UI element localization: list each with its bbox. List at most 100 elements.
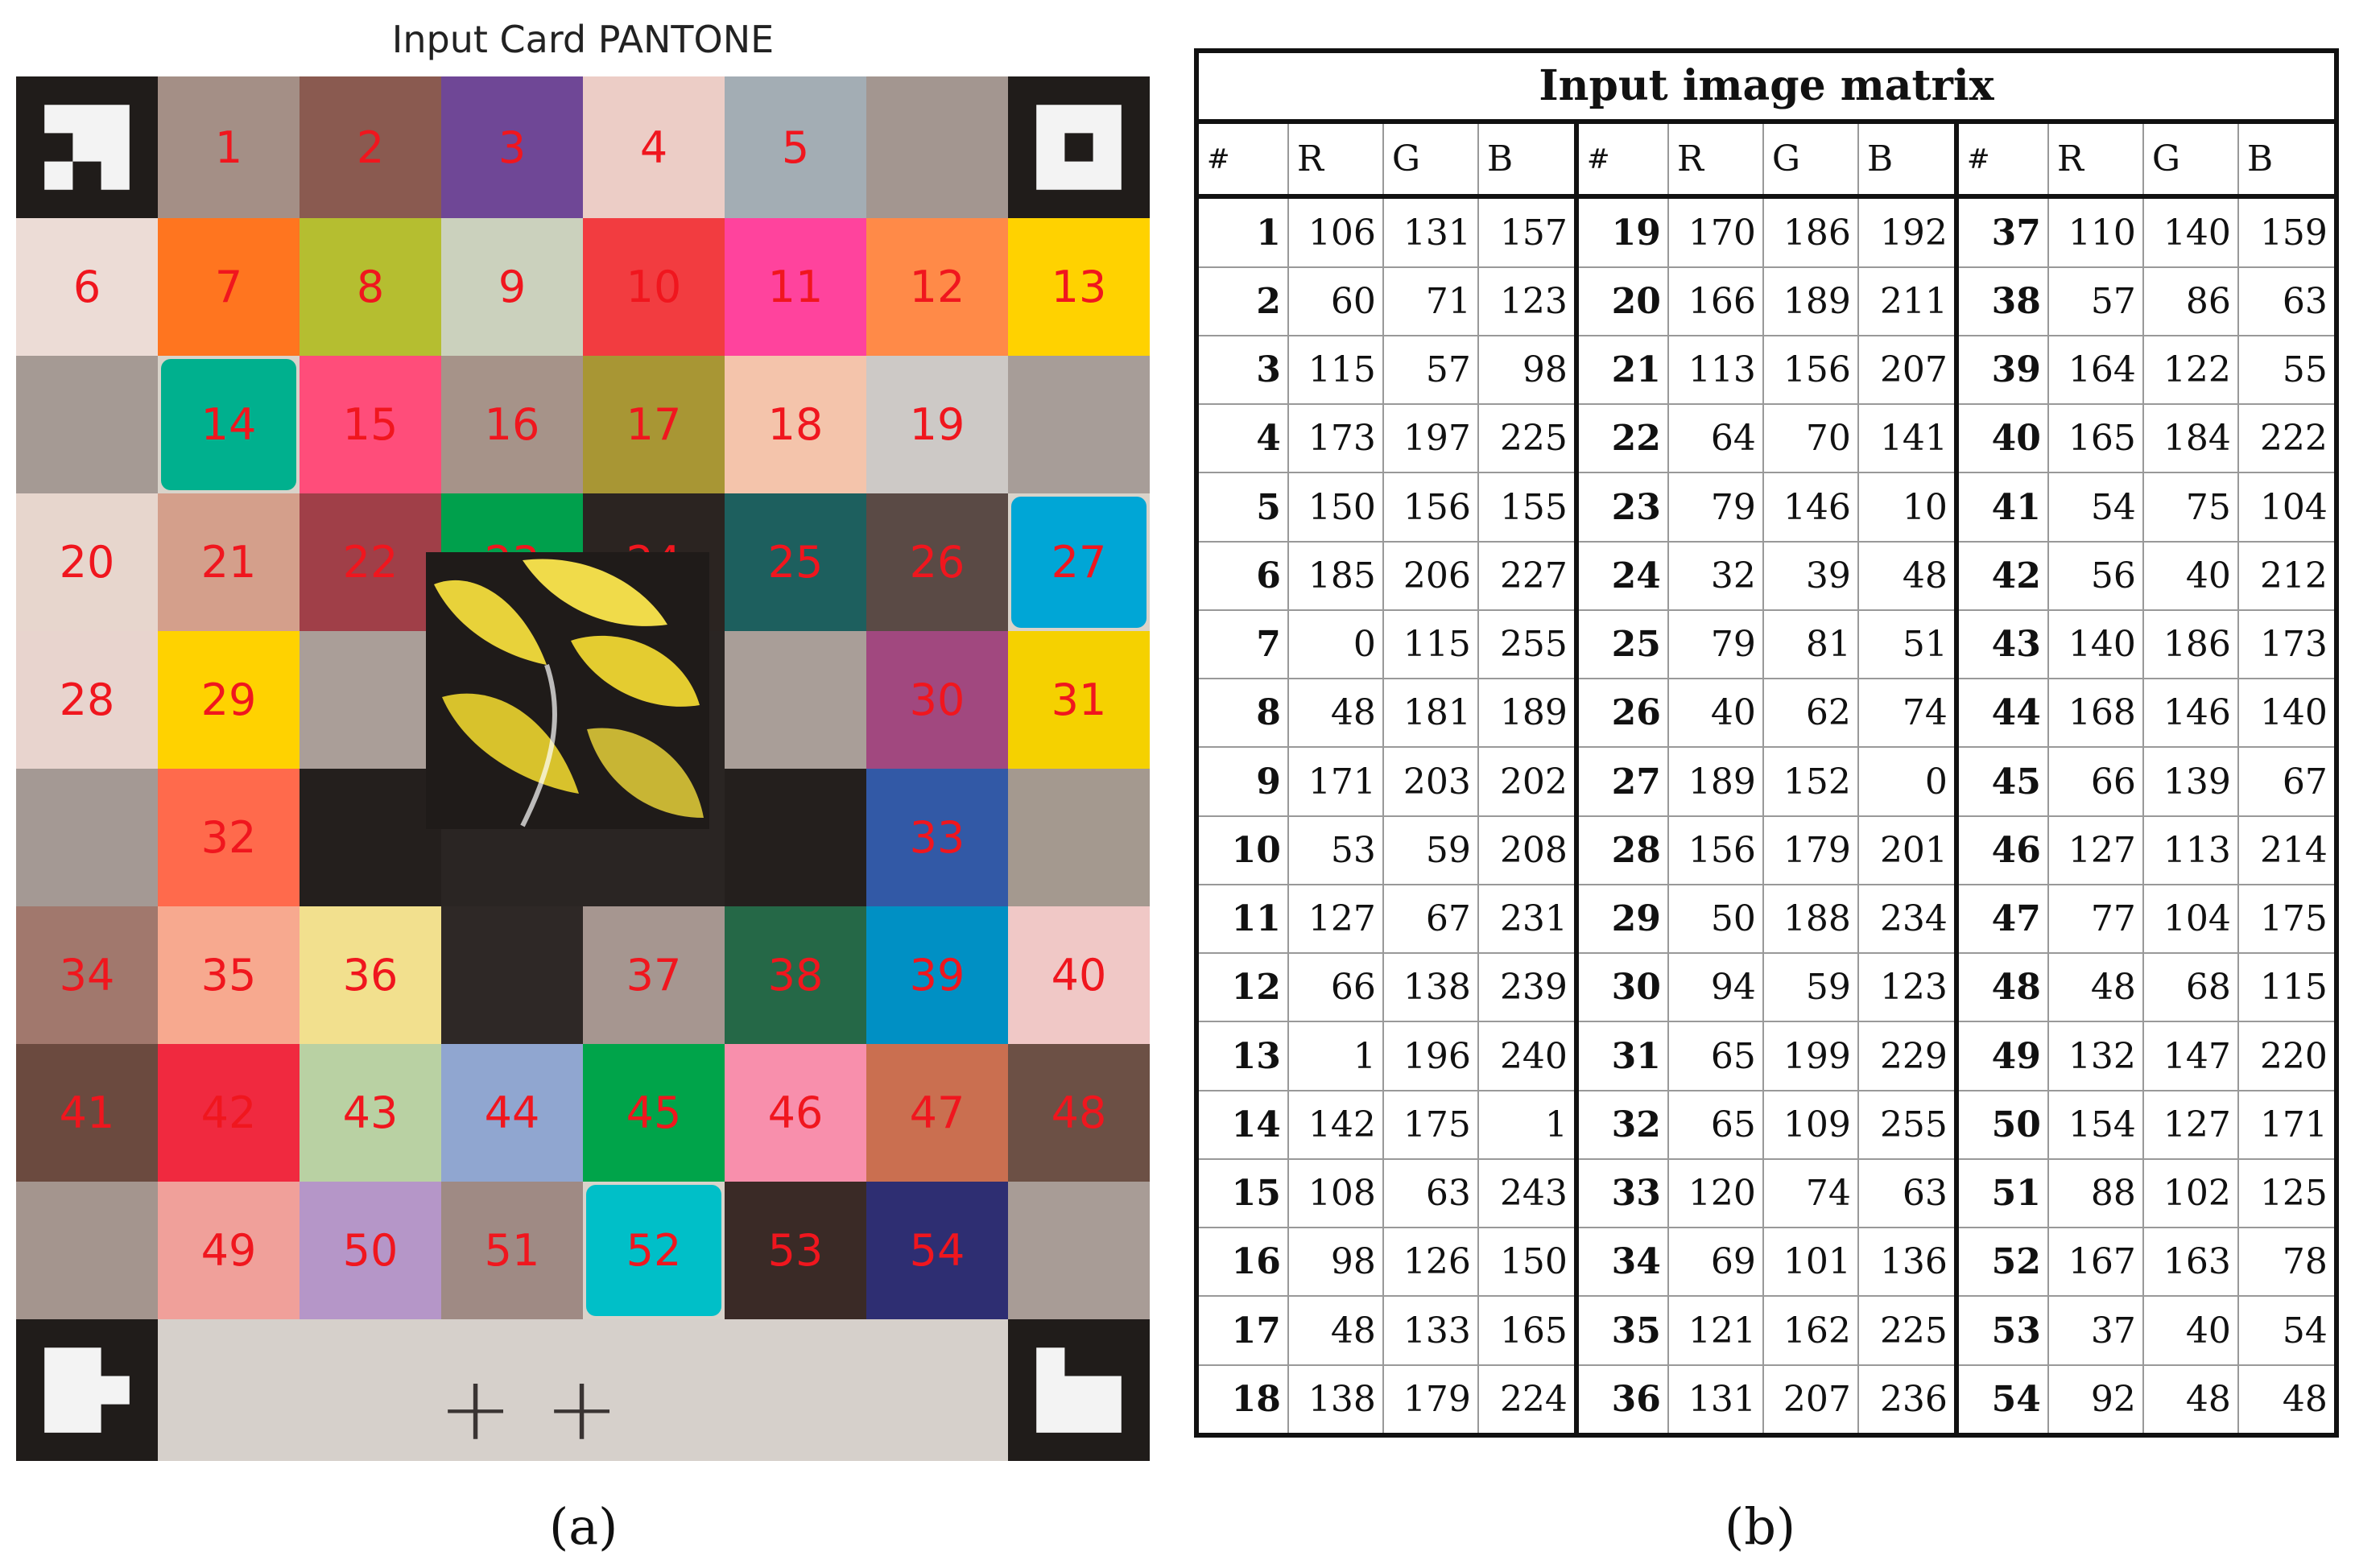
rgb-value-cell: 220: [2259, 1035, 2328, 1077]
color-patch-35: 35: [158, 906, 300, 1044]
rgb-value-cell: 234: [1879, 898, 1948, 940]
rgb-value-cell: 98: [1289, 1228, 1384, 1296]
rgb-value-cell: 109: [1764, 1091, 1859, 1158]
rgb-value-cell: 156: [1764, 336, 1859, 404]
rgb-value-cell: 207: [1764, 1365, 1859, 1433]
table-row: 25 79 81 51: [1579, 610, 1954, 680]
rgb-value-cell: 136: [1879, 1241, 1948, 1283]
patch-index-cell: 52: [1959, 1228, 2049, 1296]
patch-index-cell: 41: [1959, 473, 2049, 541]
color-patch-15: 15: [300, 355, 441, 493]
panel-label-b: (b): [1725, 1497, 1796, 1556]
table-row: 54 92 48 48: [1959, 1365, 2334, 1433]
patch-index-cell: 4: [1199, 405, 1289, 472]
patch-index-cell: 21: [1579, 336, 1669, 404]
rgb-value-cell: 208: [1499, 829, 1568, 871]
header-row: # R G B: [1199, 124, 1574, 200]
rgb-value-cell: 132: [2049, 1022, 2144, 1090]
header-cell: G: [1764, 124, 1859, 195]
rgb-value-cell: 74: [1764, 1159, 1859, 1228]
rgb-value-cell: 150: [1289, 473, 1384, 541]
rgb-value-cell: 201: [1879, 829, 1948, 871]
patch-index-cell: 12: [1199, 954, 1289, 1021]
matrix-block-2: # R G B 19 170 186 192 20 166 189 211 21 113 156 207 22 6…: [1579, 124, 1959, 1433]
rgb-value-cell: 127: [2144, 1091, 2239, 1158]
rgb-value-cell: 207: [1879, 349, 1948, 391]
table-row: 21 113 156 207: [1579, 336, 1954, 406]
rgb-value-cell: 40: [2144, 1297, 2239, 1364]
rgb-value-cell: 125: [2259, 1173, 2328, 1215]
header-cell: G: [2144, 124, 2239, 195]
rgb-value-cell: 67: [1384, 885, 1479, 953]
rgb-value-cell: 54: [2049, 473, 2144, 541]
rgb-value-cell: 171: [2259, 1104, 2328, 1145]
table-row: 52 167 163 78: [1959, 1228, 2334, 1298]
header-cell: B: [2246, 138, 2274, 180]
table-row: 45 66 139 67: [1959, 748, 2334, 817]
table-row: 29 50 188 234: [1579, 885, 1954, 955]
rgb-value-cell: 179: [1764, 816, 1859, 884]
rgb-value-cell: 171: [1289, 748, 1384, 815]
patch-index-cell: 45: [1959, 748, 2049, 815]
card-title: Input Card PANTONE: [391, 18, 775, 61]
color-patch-18: 18: [725, 355, 866, 493]
rgb-value-cell: 146: [1764, 473, 1859, 541]
color-patch-36: 36: [300, 906, 441, 1044]
color-patch-3: 3: [441, 76, 583, 218]
fiducial-marker: [16, 76, 158, 218]
rgb-value-cell: 59: [1764, 954, 1859, 1021]
table-row: 48 48 68 115: [1959, 954, 2334, 1023]
rgb-value-cell: 227: [1499, 555, 1568, 596]
color-patch-6: 6: [16, 218, 158, 356]
color-patch-8: 8: [300, 218, 441, 356]
patch-index-cell: 16: [1199, 1228, 1289, 1296]
input-image-matrix: Input image matrix # R G B 1 106 131 157 2 60 71 12…: [1194, 48, 2339, 1438]
table-row: 47 77 104 175: [1959, 885, 2334, 955]
bottom-strip: + +: [158, 1318, 1008, 1461]
color-patch-38: 38: [725, 906, 866, 1044]
color-patch-44: 44: [441, 1043, 583, 1182]
rgb-value-cell: 142: [1289, 1091, 1384, 1158]
rgb-value-cell: 225: [1879, 1310, 1948, 1351]
rgb-value-cell: 115: [1384, 610, 1479, 679]
color-patch-blank: [16, 355, 158, 493]
patch-index-cell: 6: [1199, 542, 1289, 609]
color-patch-blank: [300, 768, 441, 906]
rgb-value-cell: 57: [2049, 267, 2144, 335]
rgb-value-cell: 163: [2144, 1228, 2239, 1296]
table-row: 31 65 199 229: [1579, 1022, 1954, 1091]
patch-index-cell: 47: [1959, 885, 2049, 953]
rgb-value-cell: 123: [1499, 280, 1568, 322]
rgb-value-cell: 48: [2282, 1378, 2328, 1420]
table-row: 44 168 146 140: [1959, 679, 2334, 749]
rgb-value-cell: 0: [1924, 761, 1948, 803]
patch-index-cell: 49: [1959, 1022, 2049, 1090]
header-cell: #: [1579, 124, 1669, 195]
table-row: 26 40 62 74: [1579, 679, 1954, 749]
table-row: 38 57 86 63: [1959, 267, 2334, 336]
table-row: 46 127 113 214: [1959, 816, 2334, 885]
patch-index-cell: 2: [1199, 267, 1289, 335]
rgb-value-cell: 51: [1902, 624, 1948, 666]
color-patch-25: 25: [725, 493, 866, 631]
rgb-value-cell: 81: [1764, 610, 1859, 679]
leaf-shape: [571, 635, 700, 707]
rgb-value-cell: 146: [2144, 679, 2239, 747]
table-row: 33 120 74 63: [1579, 1159, 1954, 1229]
table-row: 6 185 206 227: [1199, 542, 1574, 611]
patch-index-cell: 54: [1959, 1365, 2049, 1433]
rgb-value-cell: 65: [1669, 1022, 1764, 1090]
rgb-value-cell: 203: [1384, 748, 1479, 815]
color-patch-33: 33: [866, 768, 1008, 906]
rgb-value-cell: 138: [1384, 954, 1479, 1021]
rgb-value-cell: 60: [1289, 267, 1384, 335]
rgb-value-cell: 67: [2282, 761, 2328, 803]
header-cell: G: [1384, 124, 1479, 195]
rgb-value-cell: 211: [1879, 280, 1948, 322]
color-patch-13: 13: [1008, 218, 1150, 356]
header-cell: #: [1959, 124, 2049, 195]
color-patch-blank: [1008, 1181, 1150, 1319]
color-patch-29: 29: [158, 630, 300, 769]
patch-index-cell: 1: [1199, 199, 1289, 266]
rgb-value-cell: 139: [2144, 748, 2239, 815]
